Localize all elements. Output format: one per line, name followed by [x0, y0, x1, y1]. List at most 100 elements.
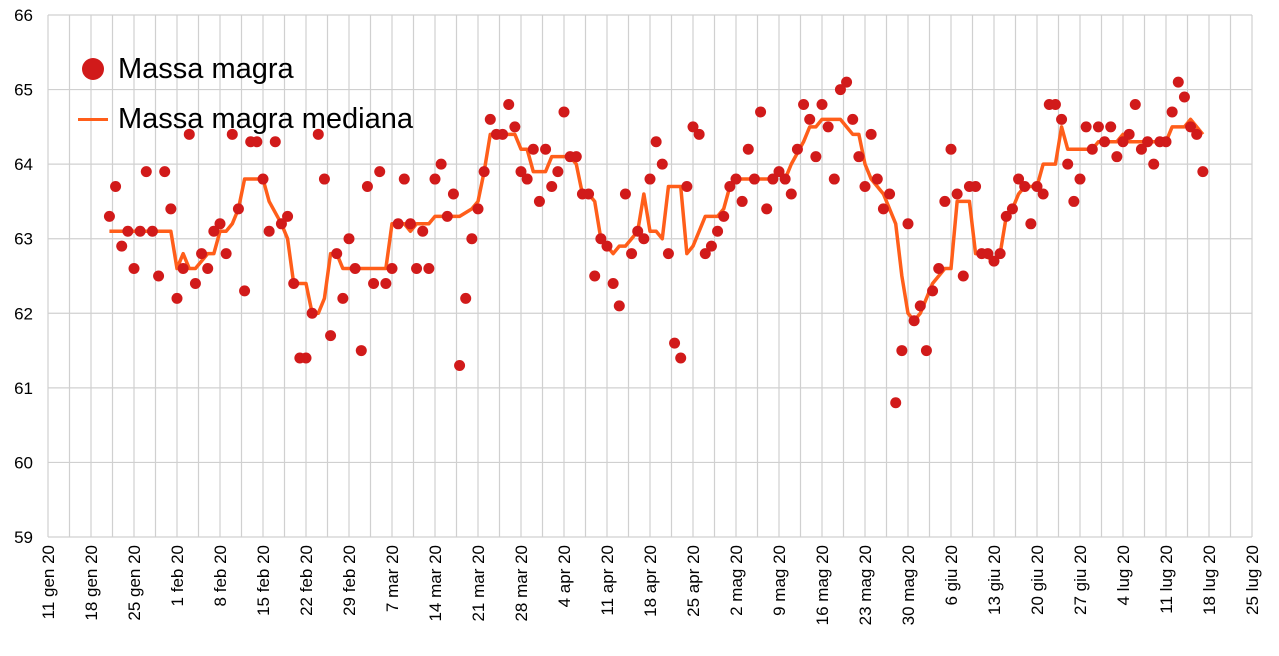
x-tick-label: 16 mag 20	[813, 545, 832, 625]
data-point	[730, 173, 742, 185]
data-point	[773, 166, 785, 178]
data-point	[595, 233, 607, 245]
data-point	[368, 277, 380, 289]
x-tick-label: 21 mar 20	[469, 545, 488, 622]
data-point	[736, 195, 748, 207]
data-point	[1049, 98, 1061, 110]
data-point	[871, 173, 883, 185]
x-tick-label: 9 mag 20	[770, 545, 789, 616]
x-tick-label: 11 lug 20	[1157, 545, 1176, 614]
data-point	[945, 143, 957, 155]
data-point	[933, 263, 945, 275]
data-point	[699, 248, 711, 260]
data-point	[318, 173, 330, 185]
data-point	[626, 248, 638, 260]
data-point	[165, 203, 177, 215]
grid	[47, 14, 1253, 538]
data-point	[214, 218, 226, 230]
x-tick-label: 20 giu 20	[1028, 545, 1047, 615]
data-point	[607, 277, 619, 289]
y-tick-label: 63	[14, 230, 33, 249]
data-point	[343, 233, 355, 245]
data-point	[619, 188, 631, 200]
data-point	[454, 359, 466, 371]
legend-item-massa-magra-mediana: Massa magra mediana	[76, 94, 413, 144]
data-point	[140, 166, 152, 178]
data-point	[325, 330, 337, 342]
data-point	[177, 263, 189, 275]
data-point	[1111, 151, 1123, 163]
data-point	[1178, 91, 1190, 103]
data-point	[269, 136, 281, 148]
x-tick-label: 25 apr 20	[684, 545, 703, 617]
data-point	[982, 248, 994, 260]
data-point	[638, 233, 650, 245]
data-point	[300, 352, 312, 364]
data-point	[153, 270, 165, 282]
data-point	[828, 173, 840, 185]
data-point	[1056, 113, 1068, 125]
x-tick-label: 11 apr 20	[598, 545, 617, 616]
data-point	[546, 181, 558, 193]
data-point	[533, 195, 545, 207]
data-point	[791, 143, 803, 155]
data-point	[263, 225, 275, 237]
data-point	[1025, 218, 1037, 230]
data-point	[337, 292, 349, 304]
data-point	[822, 121, 834, 133]
y-tick-label: 60	[14, 453, 33, 472]
data-point	[865, 128, 877, 140]
data-point	[650, 136, 662, 148]
data-point	[939, 195, 951, 207]
data-point	[583, 188, 595, 200]
data-point	[558, 106, 570, 118]
data-point	[705, 240, 717, 252]
data-point	[755, 106, 767, 118]
data-point	[423, 263, 435, 275]
data-point	[239, 285, 251, 297]
data-point	[1013, 173, 1025, 185]
data-point	[1062, 158, 1074, 170]
y-tick-label: 59	[14, 528, 33, 547]
x-tick-label: 6 giu 20	[942, 545, 961, 606]
data-point	[920, 345, 932, 357]
data-point	[656, 158, 668, 170]
data-point	[1099, 136, 1111, 148]
data-point	[331, 248, 343, 260]
y-axis: 59 60 61 62 63 64 65 66	[14, 6, 33, 547]
x-tick-label: 18 lug 20	[1200, 545, 1219, 615]
data-point	[527, 143, 539, 155]
data-point	[380, 277, 392, 289]
data-point	[472, 203, 484, 215]
data-point	[103, 210, 115, 222]
data-point	[116, 240, 128, 252]
data-point	[687, 121, 699, 133]
data-point	[724, 181, 736, 193]
data-point	[429, 173, 441, 185]
x-tick-label: 4 apr 20	[555, 545, 574, 607]
data-point	[374, 166, 386, 178]
data-point	[877, 203, 889, 215]
data-point	[613, 300, 625, 312]
data-point	[927, 285, 939, 297]
data-point	[1191, 128, 1203, 140]
data-point	[601, 240, 613, 252]
data-point	[748, 173, 760, 185]
legend: Massa magra Massa magra mediana	[76, 44, 413, 144]
data-point	[1172, 76, 1184, 88]
data-point	[779, 173, 791, 185]
x-tick-label: 18 gen 20	[82, 545, 101, 621]
data-point	[712, 225, 724, 237]
data-point	[669, 337, 681, 349]
data-point	[503, 98, 515, 110]
data-point	[484, 113, 496, 125]
data-point	[632, 225, 644, 237]
data-point	[540, 143, 552, 155]
data-point	[1185, 121, 1197, 133]
x-tick-label: 15 feb 20	[254, 545, 273, 616]
data-point	[110, 181, 122, 193]
y-tick-label: 62	[14, 304, 33, 323]
x-tick-label: 2 mag 20	[727, 545, 746, 616]
data-point	[361, 181, 373, 193]
